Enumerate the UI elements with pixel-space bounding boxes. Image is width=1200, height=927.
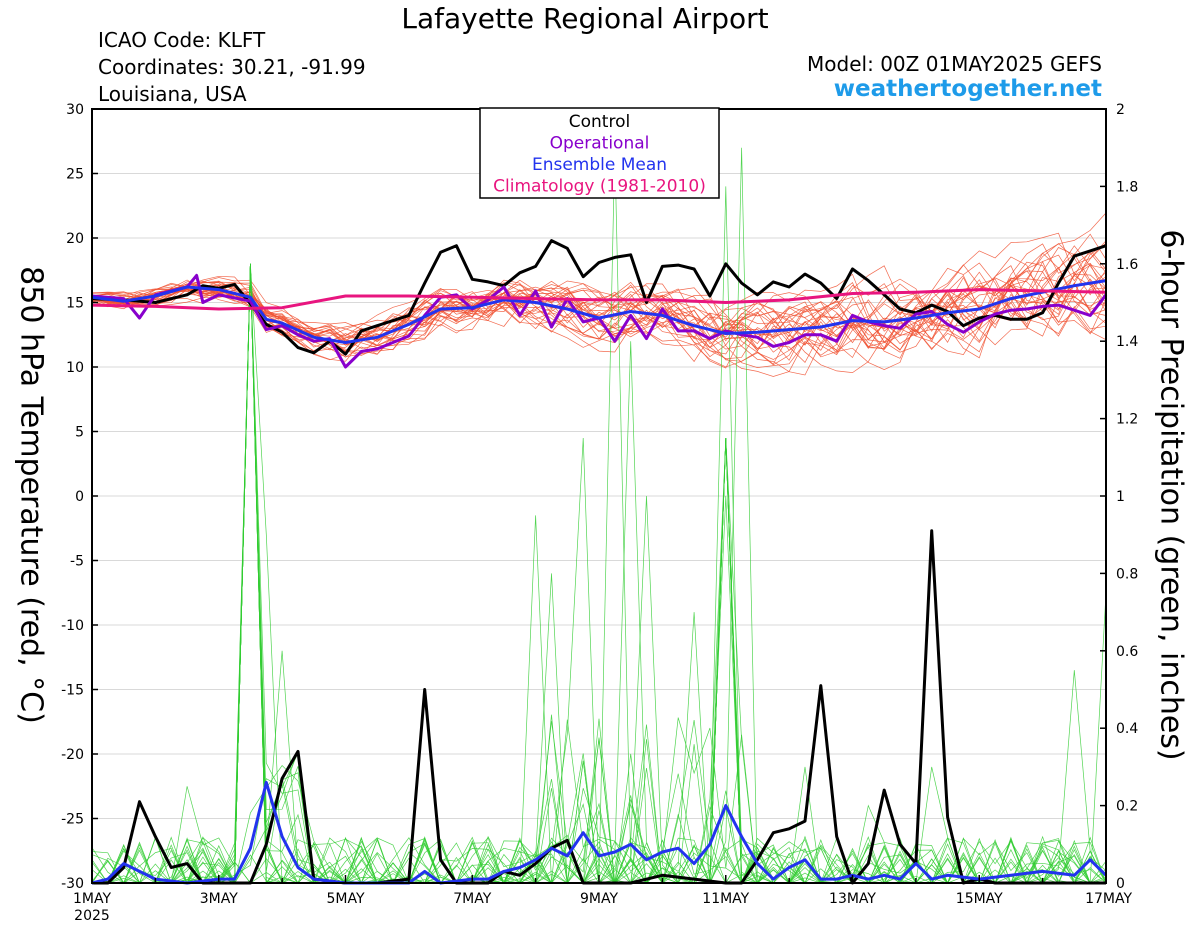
precip-member-line <box>92 263 1107 884</box>
precip-member-line <box>92 263 1107 884</box>
legend-entry: Ensemble Mean <box>532 155 667 175</box>
precip-member-line <box>92 263 1106 884</box>
precip-member-line <box>92 263 1106 884</box>
y-tick-label-left: 5 <box>75 425 84 441</box>
location: Louisiana, USA <box>98 82 247 106</box>
y-tick-label-right: 0.8 <box>1116 566 1138 582</box>
precip-line-control <box>92 529 1106 885</box>
y-tick-label-left: 30 <box>66 102 84 118</box>
precip-member-line <box>92 263 1106 885</box>
coordinates: Coordinates: 30.21, -91.99 <box>98 55 366 79</box>
precip-member-line <box>92 263 1107 885</box>
y-tick-label-left: 15 <box>66 296 84 312</box>
precip-member-line <box>91 263 1107 884</box>
member-lines <box>91 147 1107 885</box>
x-tick-label: 17MAY <box>1085 891 1132 907</box>
site-brand: weathertogether.net <box>833 76 1102 102</box>
temp-member-line <box>91 279 1107 369</box>
y-tick-label-left: 0 <box>75 489 84 505</box>
y-tick-label-left: 25 <box>66 167 84 183</box>
y-tick-label-left: -25 <box>61 812 84 828</box>
y-tick-label-right: 0.6 <box>1116 644 1138 660</box>
y-tick-label-right: 1.2 <box>1116 412 1138 428</box>
x-year-label: 2025 <box>74 908 110 924</box>
y-tick-label-right: 0.2 <box>1116 799 1138 815</box>
x-tick-label: 9MAY <box>580 891 618 907</box>
axes: -30-25-20-15-10-505101520253000.20.40.60… <box>61 102 1138 924</box>
precip-member-line <box>92 437 1106 885</box>
y-tick-label-right: 0.4 <box>1116 721 1138 737</box>
y-tick-label-left: -30 <box>61 876 84 892</box>
legend-entry: Control <box>569 112 630 132</box>
precip-member-line <box>91 263 1106 884</box>
temp-line-operational <box>91 273 1108 369</box>
precip-line-ensemble-mean <box>91 780 1108 885</box>
y-tick-label-left: -5 <box>70 554 84 570</box>
y-tick-label-right: 1.6 <box>1116 257 1138 273</box>
y-tick-label-right: 2 <box>1116 102 1125 118</box>
icao-code: ICAO Code: KLFT <box>98 28 266 52</box>
y-tick-label-left: -15 <box>61 683 84 699</box>
precip-member-line <box>92 263 1106 885</box>
legend-entry: Operational <box>550 134 650 154</box>
temp-member-line <box>91 277 1107 345</box>
y-tick-label-left: 10 <box>66 360 84 376</box>
precip-member-line <box>91 263 1106 885</box>
precip-member-line <box>92 263 1106 885</box>
y-tick-label-right: 0 <box>1116 876 1125 892</box>
y-tick-label-right: 1 <box>1116 489 1125 505</box>
precip-member-line <box>92 263 1106 884</box>
legend-entry: Climatology (1981-2010) <box>493 177 706 197</box>
y-tick-label-left: -20 <box>61 747 84 763</box>
y-tick-label-right: 1.4 <box>1116 334 1138 350</box>
x-tick-label: 1MAY <box>73 891 111 907</box>
x-tick-label: 15MAY <box>956 891 1003 907</box>
precip-member-line <box>91 263 1107 885</box>
x-tick-label: 3MAY <box>200 891 238 907</box>
series-lines <box>91 239 1108 885</box>
y-tick-label-left: 20 <box>66 231 84 247</box>
x-tick-label: 7MAY <box>453 891 491 907</box>
chart-title: Lafayette Regional Airport <box>401 2 769 35</box>
precip-member-line <box>92 263 1107 885</box>
precip-member-line <box>92 263 1107 884</box>
precip-member-line <box>92 263 1107 885</box>
model-run: Model: 00Z 01MAY2025 GEFS <box>807 52 1102 76</box>
temp-line-climatology- <box>91 288 1107 311</box>
x-tick-label: 11MAY <box>702 891 749 907</box>
y-tick-label-right: 1.8 <box>1116 179 1138 195</box>
precip-member-line <box>91 263 1107 884</box>
legend-box <box>479 107 720 199</box>
x-tick-label: 5MAY <box>326 891 364 907</box>
x-tick-label: 13MAY <box>829 891 876 907</box>
y-tick-label-left: -10 <box>61 618 84 634</box>
temp-member-line <box>91 263 1107 376</box>
